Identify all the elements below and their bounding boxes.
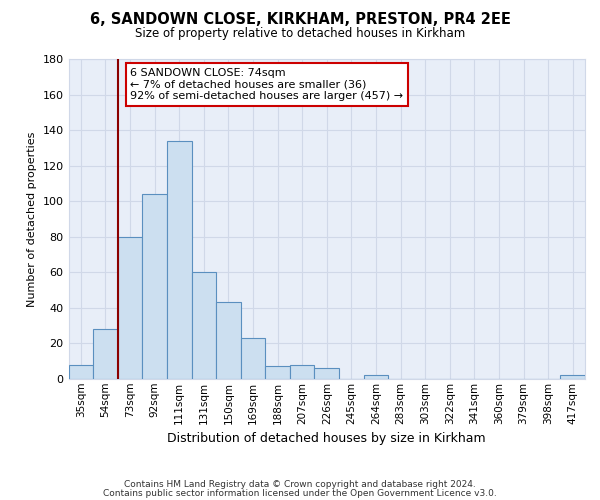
- Bar: [560, 375, 585, 379]
- Bar: [241, 338, 265, 379]
- Bar: [314, 368, 339, 379]
- Text: 6, SANDOWN CLOSE, KIRKHAM, PRESTON, PR4 2EE: 6, SANDOWN CLOSE, KIRKHAM, PRESTON, PR4 …: [89, 12, 511, 28]
- Text: Contains HM Land Registry data © Crown copyright and database right 2024.: Contains HM Land Registry data © Crown c…: [124, 480, 476, 489]
- Bar: [290, 364, 314, 379]
- Bar: [93, 329, 118, 379]
- Text: Contains public sector information licensed under the Open Government Licence v3: Contains public sector information licen…: [103, 488, 497, 498]
- Bar: [216, 302, 241, 379]
- Bar: [265, 366, 290, 379]
- Bar: [167, 140, 191, 379]
- Bar: [142, 194, 167, 379]
- Text: Size of property relative to detached houses in Kirkham: Size of property relative to detached ho…: [135, 28, 465, 40]
- Bar: [191, 272, 216, 379]
- Y-axis label: Number of detached properties: Number of detached properties: [27, 131, 37, 306]
- Bar: [118, 236, 142, 379]
- X-axis label: Distribution of detached houses by size in Kirkham: Distribution of detached houses by size …: [167, 432, 486, 445]
- Text: 6 SANDOWN CLOSE: 74sqm
← 7% of detached houses are smaller (36)
92% of semi-deta: 6 SANDOWN CLOSE: 74sqm ← 7% of detached …: [130, 68, 403, 101]
- Bar: [68, 364, 93, 379]
- Bar: [364, 375, 388, 379]
